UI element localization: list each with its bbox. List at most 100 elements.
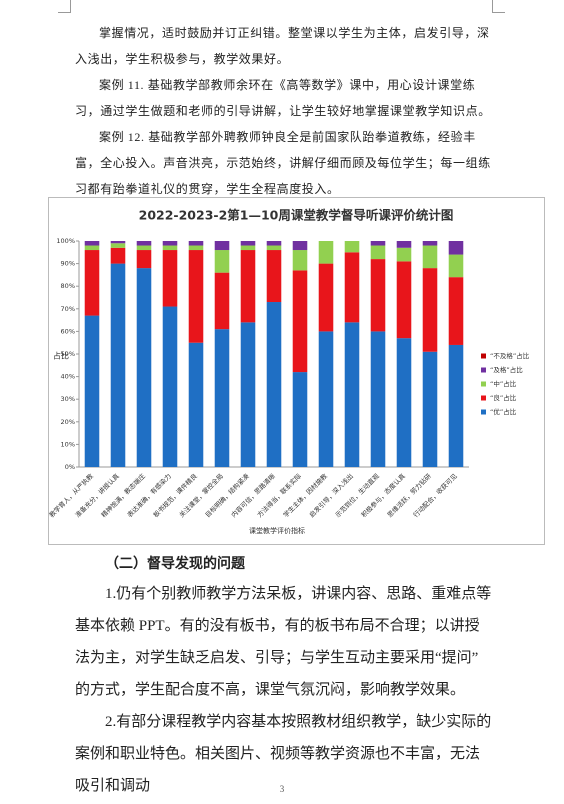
y-tick-label: 40% <box>61 373 75 381</box>
x-tick-label: 表达准确，有感染力 <box>125 471 173 519</box>
bar-segment <box>266 245 282 251</box>
bar-segment <box>370 331 386 467</box>
bar-segment <box>318 331 334 467</box>
bar-segment <box>110 241 126 244</box>
x-tick-label: 精神饱满，教态端庄 <box>99 471 147 519</box>
legend-label: “中”占比 <box>490 379 517 388</box>
x-tick-label: 示范到位，生动直观 <box>333 471 381 519</box>
bar-segment <box>188 241 204 246</box>
paragraph: 掌握情况，适时鼓励并订正纠错。整堂课以学生为主体，启发引导，深入浅出，学生积极参… <box>75 26 490 66</box>
paragraph: 案例 12. 基础教学部外聘教师钟良全是前国家队跆拳道教练，经验丰富，全心投入。… <box>75 130 491 196</box>
legend-swatch <box>481 381 486 387</box>
bar-segment <box>422 245 438 269</box>
bar-segment <box>292 241 308 251</box>
bar-segment <box>370 259 386 332</box>
bar-segment <box>162 241 178 246</box>
bar-segment <box>214 272 230 330</box>
legend-label: “良”占比 <box>490 393 517 402</box>
paragraph: 案例 11. 基础教学部教师余环在《高等数学》课中，用心设计课堂练习，通过学生做… <box>75 78 491 118</box>
bar-segment <box>240 250 256 323</box>
bar-segment <box>240 241 256 246</box>
x-tick-label: 关注课堂，掌控全局 <box>177 471 225 519</box>
y-tick-label: 50% <box>61 350 75 358</box>
text-block: 1.仍有个别教师教学方法呆板，讲课内容、思路、重难点等基本依赖 PPT。有的没有… <box>75 578 493 802</box>
bar-segment <box>292 270 308 373</box>
bar-segment <box>110 247 126 264</box>
bar-segment <box>396 338 412 467</box>
bar-segment <box>370 245 386 260</box>
x-tick-label: 启发引导，深入浅出 <box>307 471 355 519</box>
bar-segment <box>240 322 256 467</box>
chart: 2022-2023-2第1—10周课堂教学督导听课评价统计图 占比 课堂教学评价… <box>49 208 530 536</box>
y-tick-label: 10% <box>61 440 75 448</box>
paragraph: 2.有部分课程教学内容基本按照教材组织教学，缺少实际的案例和职业特色。相关图片、… <box>75 714 492 794</box>
legend-swatch <box>481 395 486 401</box>
bar-segment <box>110 263 126 467</box>
bar-segment <box>422 241 438 246</box>
y-tick-label: 90% <box>61 260 75 268</box>
x-tick-label: 方法得当，联系实际 <box>255 471 303 519</box>
bar-segment <box>292 372 308 467</box>
bar-segment <box>136 268 152 467</box>
x-tick-label: 行动配合，收获可见 <box>411 471 459 519</box>
bar-segment <box>318 241 334 264</box>
chart-frame: 2022-2023-2第1—10周课堂教学督导听课评价统计图 占比 课堂教学评价… <box>48 197 545 545</box>
bar-segment <box>266 302 282 467</box>
x-tick-label: 积极参与，态度认真 <box>359 471 407 519</box>
bar-segment <box>422 268 438 352</box>
legend-label: “优”占比 <box>490 407 517 416</box>
bar-segment <box>396 247 412 262</box>
x-tick-label: 学生主体，因材施教 <box>281 471 329 519</box>
bar-segment <box>448 254 464 278</box>
x-tick-label: 目标明确，结构紧凑 <box>203 471 251 519</box>
legend-swatch <box>481 353 486 359</box>
bar-segment <box>84 315 100 467</box>
page-number: 3 <box>279 784 285 794</box>
legend-swatch <box>481 367 486 373</box>
bar-segment <box>240 245 256 251</box>
y-tick-label: 80% <box>61 282 75 290</box>
legend-swatch <box>481 409 486 415</box>
x-tick-label: 教学育人，从严执教 <box>49 471 95 519</box>
bar-segment <box>266 250 282 303</box>
text-block: 掌握情况，适时鼓励并订正纠错。整堂课以学生为主体，启发引导，深入浅出，学生积极参… <box>75 20 493 202</box>
x-tick-label: 思维活跃，努力钻研 <box>385 471 433 519</box>
crop-mark <box>58 0 71 13</box>
x-tick-label: 内容可信，思路清晰 <box>229 471 277 519</box>
y-tick-label: 100% <box>56 237 75 245</box>
crop-mark <box>492 0 505 13</box>
bar-segment <box>162 245 178 251</box>
section-heading: （二）督导发现的问题 <box>105 557 245 572</box>
bar-segment <box>292 250 308 271</box>
bar-segment <box>188 250 204 343</box>
bar-segment <box>136 245 152 251</box>
bar-segment <box>448 344 464 467</box>
bar-segment <box>162 250 178 307</box>
bar-segment <box>214 329 230 467</box>
bar-segment <box>344 322 360 467</box>
bar-segment <box>370 241 386 246</box>
x-tick-label: 板书规范，课件精良 <box>151 471 199 519</box>
y-tick-label: 30% <box>61 395 75 403</box>
bar-segment <box>84 241 100 246</box>
bar-segment <box>84 250 100 316</box>
bar-segment <box>318 263 334 332</box>
x-axis-label: 课堂教学评价指标 <box>249 526 305 535</box>
bar-segment <box>396 261 412 339</box>
y-axis-label: 占比 <box>53 351 69 361</box>
legend-label: “及格”占比 <box>490 365 523 374</box>
bar-segment <box>214 250 230 273</box>
bar-segment <box>266 241 282 246</box>
y-tick-label: 70% <box>61 305 75 313</box>
bar-segment <box>448 241 464 255</box>
bar-segment <box>214 241 230 251</box>
bar-segment <box>188 342 204 467</box>
y-tick-label: 60% <box>61 327 75 335</box>
x-tick-label: 准备充分，讲授认真 <box>73 471 121 519</box>
bar-segment <box>344 252 360 323</box>
bar-segment <box>110 243 126 248</box>
legend-label: “不及格”占比 <box>490 351 530 360</box>
y-tick-label: 0% <box>65 463 75 471</box>
bar-segment <box>136 241 152 246</box>
